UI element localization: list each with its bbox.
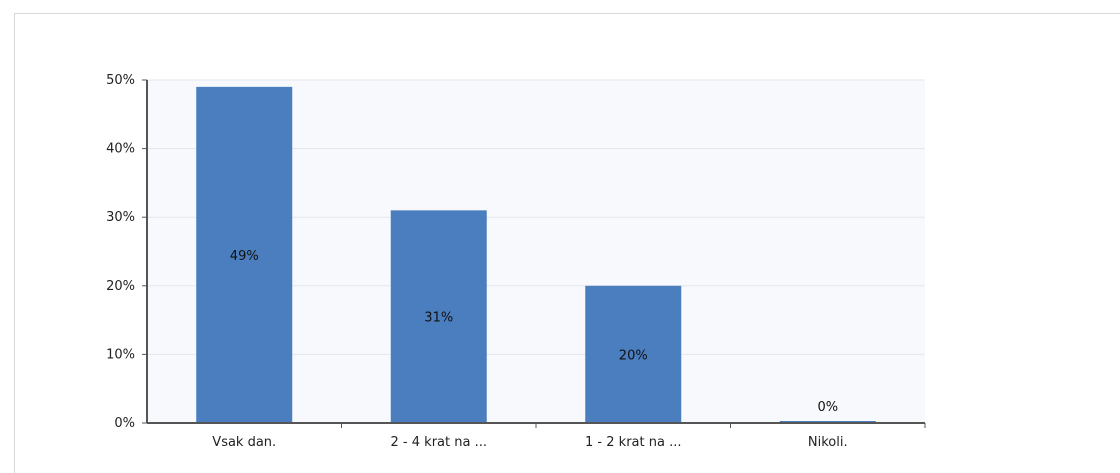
y-tick-label: 40% <box>106 142 135 157</box>
bar <box>196 86 293 424</box>
data-label: 49% <box>230 249 259 264</box>
y-tick-label: 10% <box>106 347 135 362</box>
data-label: 20% <box>619 348 648 363</box>
x-tick-label: 2 - 4 krat na ... <box>391 435 487 450</box>
data-label: 0% <box>817 400 838 415</box>
x-tick-label: 1 - 2 krat na ... <box>585 435 681 450</box>
y-axis-ticks: 0% 10% 20% 30% 40% 50% <box>106 73 147 431</box>
x-tick-label: Vsak dan. <box>212 435 276 450</box>
y-tick-label: 20% <box>106 279 135 294</box>
x-axis-ticks: Vsak dan. 2 - 4 krat na ... 1 - 2 krat na … <box>212 423 926 450</box>
y-tick-label: 30% <box>106 210 135 225</box>
y-tick-label: 0% <box>114 416 135 431</box>
bars <box>196 86 876 424</box>
bar <box>390 210 487 423</box>
bar <box>585 285 682 423</box>
data-labels: 49% 31% 20% 0% <box>230 249 838 415</box>
data-label: 31% <box>424 311 453 326</box>
x-tick-label: Nikoli. <box>808 435 848 450</box>
y-tick-label: 50% <box>106 73 135 88</box>
